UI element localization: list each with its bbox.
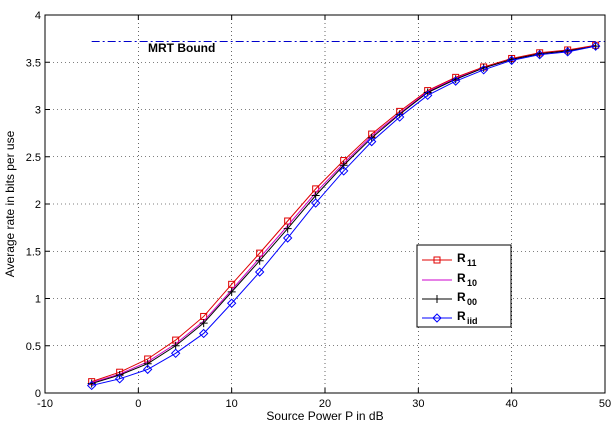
- x-tick-label: 50: [599, 398, 611, 410]
- y-tick-label: 0.5: [26, 341, 41, 353]
- diamond-marker: [394, 112, 405, 122]
- y-tick-label: 4: [35, 10, 41, 22]
- y-tick-label: 3.5: [26, 57, 41, 69]
- diamond-marker: [478, 65, 489, 75]
- diamond-marker: [86, 380, 97, 391]
- diamond-marker: [590, 41, 601, 51]
- plus-marker: [339, 161, 348, 170]
- plus-marker: [143, 359, 152, 368]
- diamond-marker: [198, 328, 209, 339]
- plus-marker: [433, 295, 441, 303]
- legend-label: R: [457, 290, 466, 304]
- legend-label-subscript: 00: [467, 297, 477, 307]
- x-tick-label: -10: [37, 398, 53, 410]
- grid: [45, 15, 605, 393]
- legend-entry-10: R 10: [422, 271, 477, 288]
- series-line-iid: [91, 45, 596, 386]
- legend-label: R: [457, 309, 466, 323]
- diamond-marker: [254, 267, 265, 277]
- legend-label-subscript: 10: [467, 278, 477, 288]
- diamond-marker: [114, 374, 125, 384]
- legend: R 11R 10R 00R iid: [416, 244, 512, 328]
- legend-label-subscript: 11: [467, 258, 477, 268]
- y-tick-label: 0: [35, 388, 41, 400]
- diamond-marker: [282, 233, 293, 243]
- y-tick-label: 3: [35, 105, 41, 117]
- y-tick-label: 2: [35, 199, 41, 211]
- square-marker: [433, 256, 441, 264]
- diamond-marker: [226, 298, 237, 308]
- diamond-marker: [366, 136, 377, 147]
- y-tick-label: 1.5: [26, 246, 41, 258]
- diamond-marker: [562, 47, 573, 57]
- legend-box: [416, 244, 512, 328]
- y-axis-label: Average rate in bits per use: [3, 130, 17, 277]
- plus-marker: [591, 42, 600, 51]
- mrt-bound: MRT Bound: [91, 40, 605, 55]
- legend-entry-00: R 00: [422, 290, 477, 307]
- x-tick-label: 30: [412, 398, 424, 410]
- x-tick-label: 0: [135, 398, 141, 410]
- diamond-marker: [142, 364, 153, 375]
- mrt-bound-label: MRT Bound: [148, 41, 215, 55]
- plus-marker: [255, 256, 264, 265]
- x-tick-label: 10: [226, 398, 238, 410]
- diamond-marker: [170, 348, 181, 359]
- y-tick-label: 2.5: [26, 152, 41, 164]
- square-marker: [228, 280, 236, 288]
- x-tick-label: 20: [319, 398, 331, 410]
- diamond-marker: [506, 55, 517, 66]
- diamond-marker: [432, 313, 442, 323]
- plus-marker: [171, 341, 180, 350]
- legend-label: R: [457, 271, 466, 285]
- x-axis-label: Source Power P in dB: [266, 409, 383, 423]
- series-iid: [86, 41, 601, 391]
- series-group: [86, 41, 601, 391]
- plus-marker: [283, 224, 292, 233]
- diamond-marker: [422, 90, 433, 101]
- diamond-marker: [534, 49, 545, 60]
- square-marker: [256, 249, 264, 257]
- plus-marker: [199, 319, 208, 328]
- legend-label: R: [457, 251, 466, 265]
- diamond-marker: [310, 198, 321, 208]
- diamond-marker: [338, 166, 349, 176]
- legend-label-subscript: iid: [467, 316, 478, 326]
- plus-marker: [311, 191, 320, 200]
- plus-marker: [227, 287, 236, 296]
- legend-entry-11: R 11: [422, 251, 477, 268]
- x-tick-label: 40: [506, 398, 518, 410]
- square-marker: [284, 217, 292, 225]
- y-tick-label: 1: [35, 294, 41, 306]
- diamond-marker: [450, 76, 461, 86]
